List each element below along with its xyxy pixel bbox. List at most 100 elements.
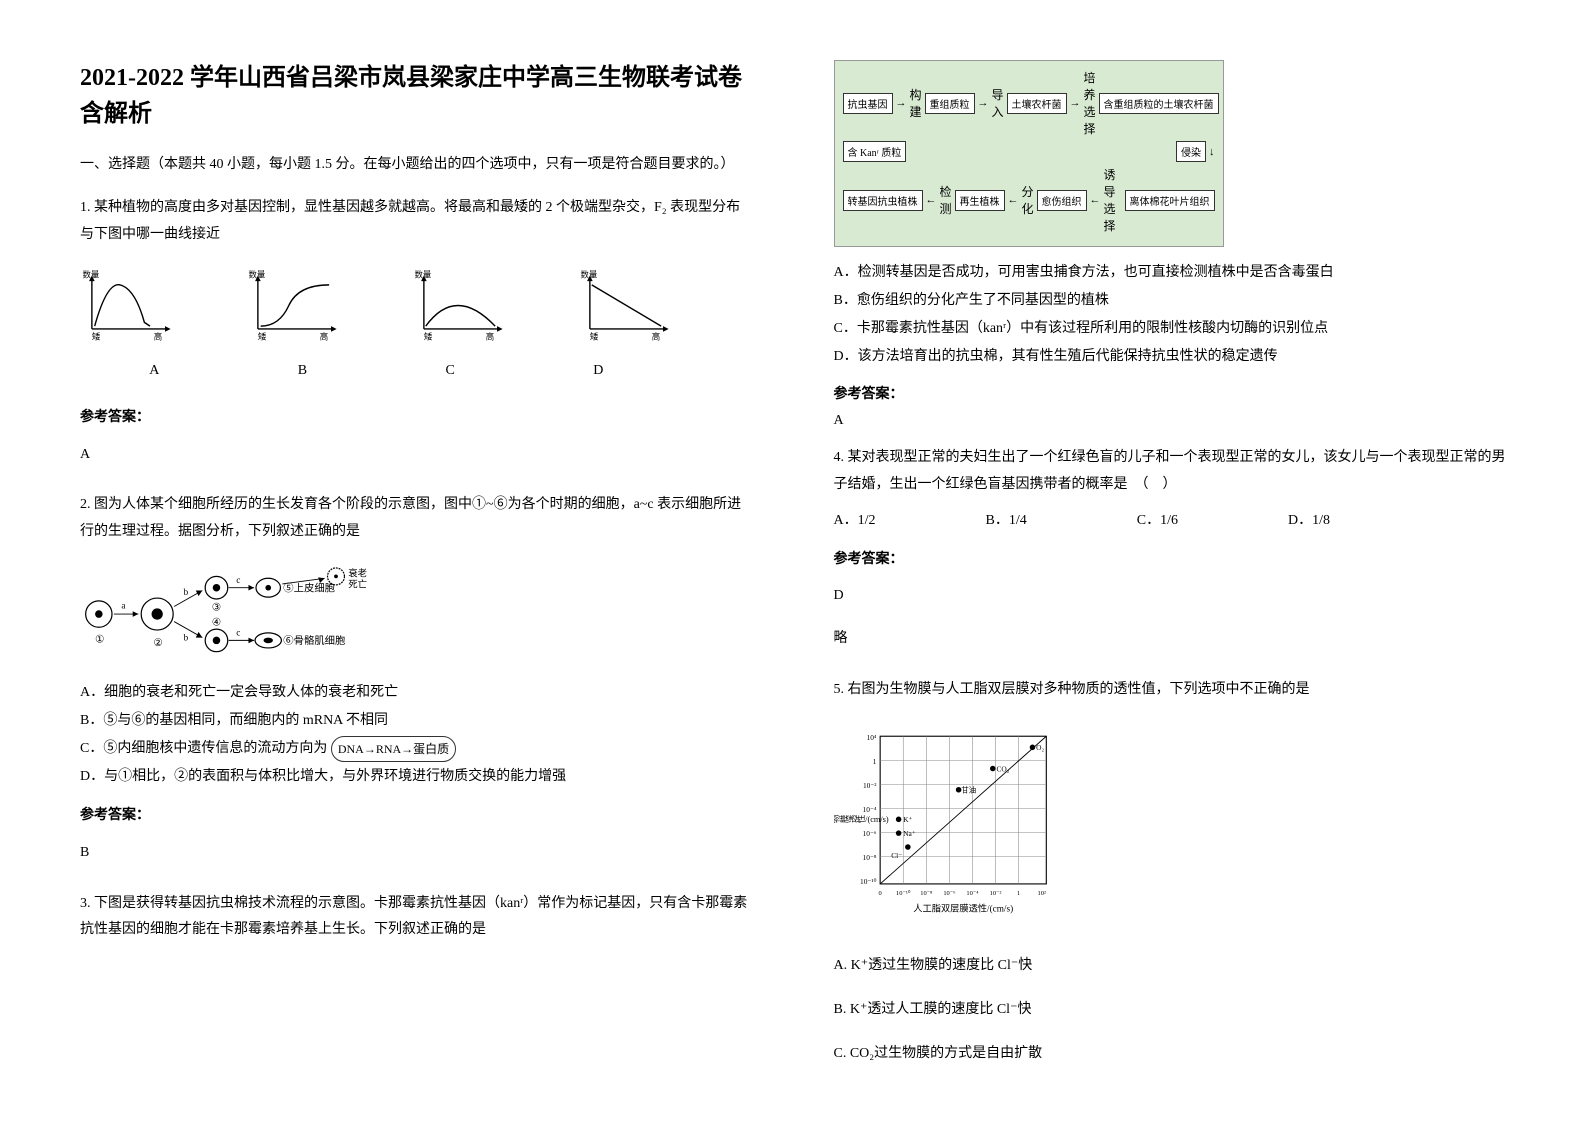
q3-box-b4: 离体棉花叶片组织 [1125, 190, 1215, 211]
svg-text:⑥骨骼肌细胞: ⑥骨骼肌细胞 [283, 635, 345, 648]
q4-note: 略 [834, 626, 1508, 653]
arrow-icon: ← [1008, 194, 1019, 206]
svg-text:c: c [236, 629, 240, 639]
q2-option-d: D．与①相比，②的表面积与体积比增大，与外界环境进行物质交换的能力增强 [80, 763, 754, 791]
q3-box-4: 含重组质粒的土壤农杆菌 [1099, 93, 1219, 114]
question-3-text: 3. 下图是获得转基因抗虫棉技术流程的示意图。卡那霉素抗性基因（kanʳ）常作为… [80, 891, 754, 944]
svg-text:O₂: O₂ [1036, 743, 1044, 752]
svg-text:④: ④ [212, 618, 221, 629]
svg-text:CO₂: CO₂ [996, 764, 1009, 773]
svg-text:10⁻¹⁰: 10⁻¹⁰ [896, 890, 911, 897]
svg-text:b: b [184, 589, 189, 599]
q2-option-c-prefix: C．⑤内细胞核中遗传信息的流动方向为 [80, 741, 327, 756]
svg-text:K⁺: K⁺ [903, 815, 912, 824]
q3-answer: A [834, 413, 1508, 429]
arrow-icon: ← [926, 194, 937, 206]
q3-flowchart: 抗虫基因 → 构建 重组质粒 → 导入 土壤农杆菌 → 培养选择 含重组质粒的土… [834, 60, 1224, 247]
q4-opt-b: B．1/4 [986, 508, 1027, 535]
svg-text:10⁻⁶: 10⁻⁶ [862, 829, 876, 838]
svg-text:人工脂双层膜透性/(cm/s): 人工脂双层膜透性/(cm/s) [913, 903, 1013, 914]
label-d: D [593, 358, 603, 385]
q2-option-c-formula: DNA→RNA→蛋白质 [331, 736, 456, 762]
q1-chart-labels: A B C D [80, 358, 673, 385]
section-intro: 一、选择题（本题共 40 小题，每小题 1.5 分。在每小题给出的四个选项中，只… [80, 152, 754, 177]
q3-bottom-row: 转基因抗虫植株 ← 检测 再生植株 ← 分化 愈伤组织 ← 诱导选择 离体棉花叶… [843, 166, 1215, 234]
svg-text:高: 高 [486, 332, 494, 342]
svg-text:10⁻⁸: 10⁻⁸ [920, 890, 932, 897]
label-c: C [446, 358, 455, 385]
svg-text:10⁻¹⁰: 10⁻¹⁰ [860, 877, 876, 886]
q3-box-1: 抗虫基因 [843, 93, 893, 114]
question-2: 2. 图为人体某个细胞所经历的生长发育各个阶段的示意图，图中①~⑥为各个时期的细… [80, 492, 754, 882]
q3-lbl-b1: 检测 [940, 183, 952, 217]
svg-text:c: c [236, 576, 240, 586]
q1-chart-b: 数量 矮 高 [246, 268, 341, 343]
svg-text:b: b [184, 634, 189, 644]
right-column: 抗虫基因 → 构建 重组质粒 → 导入 土壤农杆菌 → 培养选择 含重组质粒的土… [834, 60, 1508, 1076]
question-1-text: 1. 某种植物的高度由多对基因控制，显性基因越多就越高。将最高和最矮的 2 个极… [80, 195, 754, 248]
q1-chart-d: 数量 矮 高 [578, 268, 673, 343]
svg-text:矮: 矮 [590, 332, 599, 342]
question-5: 5. 右图为生物膜与人工脂双层膜对多种物质的透性值，下列选项中不正确的是 [834, 677, 1508, 1068]
q3-option-c: C．卡那霉素抗性基因（kanʳ）中有该过程所利用的限制性核酸内切酶的识别位点 [834, 315, 1508, 343]
q3-lbl-b3: 诱导选择 [1104, 166, 1122, 234]
q3-answer-label: 参考答案： [834, 383, 1508, 403]
q1-chart-a: 数量 矮 高 [80, 268, 175, 343]
svg-text:10⁴: 10⁴ [866, 733, 876, 742]
arrow-icon: ← [1090, 194, 1101, 206]
q2-diagram: ① a ② b b ③ [80, 567, 400, 656]
q3-option-b: B．愈伤组织的分化产生了不同基因型的植株 [834, 287, 1508, 315]
q3-lbl-3: 培养选择 [1084, 69, 1096, 137]
down-arrow-icon: ↓ [1209, 146, 1215, 158]
q3-kan-box: 含 Kanʳ 质粒 [843, 141, 907, 162]
svg-text:10⁻⁴: 10⁻⁴ [862, 805, 876, 814]
q2-option-c: C．⑤内细胞核中遗传信息的流动方向为 DNA→RNA→蛋白质 [80, 735, 754, 763]
svg-text:③: ③ [212, 603, 221, 614]
svg-text:矮: 矮 [92, 332, 101, 342]
q5-option-b: B. K⁺透过人工膜的速度比 Cl⁻快 [834, 996, 1508, 1024]
svg-text:a: a [121, 602, 126, 612]
exam-page: 2021-2022 学年山西省吕梁市岚县梁家庄中学高三生物联考试卷含解析 一、选… [80, 60, 1507, 1076]
label-b: B [298, 358, 307, 385]
q5-option-a: A. K⁺透过生物膜的速度比 Cl⁻快 [834, 952, 1508, 980]
q4-opt-a: A．1/2 [834, 508, 876, 535]
q2-answer: B [80, 840, 754, 867]
svg-text:高: 高 [651, 332, 659, 342]
left-column: 2021-2022 学年山西省吕梁市岚县梁家庄中学高三生物联考试卷含解析 一、选… [80, 60, 754, 1076]
q4-opt-d: D．1/8 [1288, 508, 1330, 535]
svg-text:高: 高 [320, 332, 328, 342]
question-2-text: 2. 图为人体某个细胞所经历的生长发育各个阶段的示意图，图中①~⑥为各个时期的细… [80, 492, 754, 545]
question-4-text: 4. 某对表现型正常的夫妇生出了一个红绿色盲的儿子和一个表现型正常的女儿，该女儿… [834, 445, 1508, 498]
q3-box-b3: 愈伤组织 [1037, 190, 1087, 211]
svg-text:Na⁺: Na⁺ [903, 829, 916, 838]
q3-box-2: 重组质粒 [925, 93, 975, 114]
arrow-icon: → [896, 97, 907, 109]
svg-text:Cl⁻: Cl⁻ [891, 851, 902, 860]
q3-top-row: 抗虫基因 → 构建 重组质粒 → 导入 土壤农杆菌 → 培养选择 含重组质粒的土… [843, 69, 1215, 137]
arrow-icon: → [1070, 97, 1081, 109]
q3-option-a: A．检测转基因是否成功，可用害虫捕食方法，也可直接检测植株中是否含毒蛋白 [834, 259, 1508, 287]
svg-text:10²: 10² [1037, 890, 1045, 897]
svg-text:衰老: 衰老 [348, 568, 367, 580]
exam-title: 2021-2022 学年山西省吕梁市岚县梁家庄中学高三生物联考试卷含解析 [80, 60, 754, 132]
svg-text:10⁻²: 10⁻² [989, 890, 1001, 897]
svg-text:0: 0 [878, 890, 881, 897]
svg-text:②: ② [153, 638, 162, 649]
q2-option-a: A．细胞的衰老和死亡一定会导致人体的衰老和死亡 [80, 679, 754, 707]
q2-option-b: B．⑤与⑥的基因相同，而细胞内的 mRNA 不相同 [80, 707, 754, 735]
q1-chart-c: 数量 矮 高 [412, 268, 507, 343]
q5-chart: K⁺ Na⁺ Cl⁻ 甘油 CO₂ O₂ 10⁴ 1 10⁻² 10⁻⁴ 10⁻… [834, 727, 1074, 921]
svg-text:甘油: 甘油 [961, 786, 976, 795]
q3-lbl-1: 构建 [910, 86, 922, 120]
q3-lbl-2: 导入 [992, 86, 1004, 120]
q5-option-c: C. CO₂过生物膜的方式是自由扩散 [834, 1040, 1508, 1068]
svg-text:高: 高 [154, 332, 162, 342]
q4-answer: D [834, 583, 1508, 610]
q1-answer-label: 参考答案： [80, 405, 754, 432]
q3-lbl-b2: 分化 [1022, 183, 1034, 217]
q4-opt-c: C．1/6 [1137, 508, 1178, 535]
svg-text:1: 1 [872, 757, 876, 766]
svg-text:⑤上皮细胞: ⑤上皮细胞 [283, 582, 335, 595]
q3-option-d: D．该方法培育出的抗虫棉，其有性生殖后代能保持抗虫性状的稳定遗传 [834, 343, 1508, 371]
question-5-text: 5. 右图为生物膜与人工脂双层膜对多种物质的透性值，下列选项中不正确的是 [834, 677, 1508, 704]
